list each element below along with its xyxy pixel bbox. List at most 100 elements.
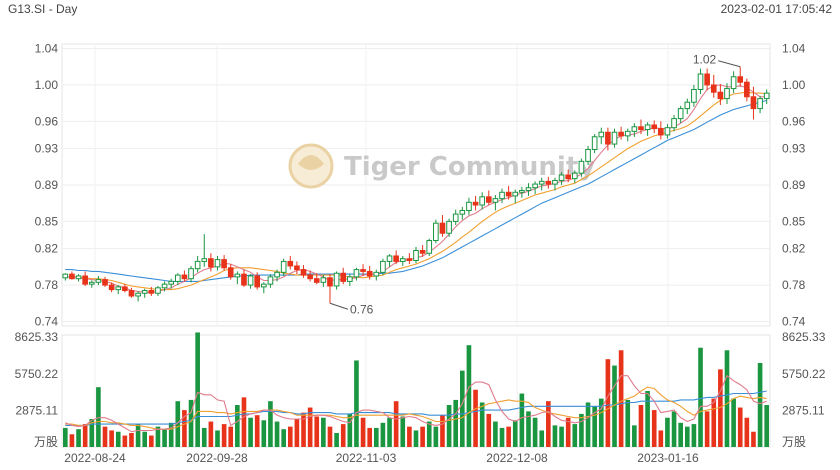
price-tick-left: 0.82 xyxy=(35,242,59,256)
volume-bar xyxy=(539,430,545,447)
candle-body xyxy=(241,273,247,286)
volume-bar xyxy=(400,416,406,447)
volume-bar xyxy=(334,433,339,447)
volume-bar xyxy=(62,427,68,447)
volume-bar xyxy=(612,365,617,447)
volume-bar xyxy=(115,431,121,447)
volume-tick-left: 2875.11 xyxy=(16,403,59,417)
candle-body xyxy=(697,73,704,90)
volume-bar xyxy=(420,426,425,447)
volume-bar xyxy=(235,405,240,447)
volume-bar xyxy=(162,429,167,447)
candle-body xyxy=(744,81,750,98)
candle-body xyxy=(466,201,472,211)
candle-body xyxy=(108,284,115,291)
candle-body xyxy=(313,278,320,283)
timestamp-label: 2023-02-01 17:05:42 xyxy=(720,2,832,16)
candle-body xyxy=(532,183,538,189)
volume-bar xyxy=(393,401,399,447)
volume-bar xyxy=(89,419,95,447)
candlestick xyxy=(485,190,492,206)
candle-body xyxy=(280,260,287,273)
volume-bar xyxy=(546,401,551,447)
candlestick xyxy=(763,89,770,105)
volume-bar xyxy=(479,402,485,447)
volume-bar xyxy=(268,401,273,447)
candlestick xyxy=(347,274,353,286)
volume-bar xyxy=(373,427,379,447)
candle-body xyxy=(287,260,294,267)
candle-body xyxy=(373,271,380,277)
candle-body xyxy=(260,283,267,288)
volume-bar xyxy=(307,407,313,447)
candlestick xyxy=(380,258,386,276)
volume-bars xyxy=(62,332,770,447)
volume-bar xyxy=(744,417,750,447)
price-tick-left: 0.89 xyxy=(35,178,59,192)
volume-bar xyxy=(446,405,452,447)
candle-body xyxy=(188,268,194,280)
candle-body xyxy=(181,274,188,280)
candle-body xyxy=(631,126,638,132)
candlestick xyxy=(340,267,347,285)
candle-body xyxy=(624,130,631,137)
volume-bar xyxy=(618,350,624,447)
candlestick xyxy=(413,246,419,264)
price-tick-left: 0.93 xyxy=(35,142,59,156)
candlestick xyxy=(737,66,744,87)
volume-bar xyxy=(605,359,611,447)
candlestick xyxy=(525,183,532,196)
candlestick xyxy=(406,253,413,265)
candle-body xyxy=(578,160,585,174)
candle-body xyxy=(88,281,95,285)
candlestick xyxy=(446,218,452,237)
volume-ma5-line xyxy=(65,374,767,433)
volume-bar xyxy=(195,332,200,447)
volume-bar xyxy=(175,401,181,447)
volume-tick-right: 8625.33 xyxy=(782,330,826,344)
volume-bar xyxy=(565,417,571,447)
price-tick-right: 1.00 xyxy=(782,78,806,92)
candle-body xyxy=(208,258,214,268)
volume-bar xyxy=(188,399,194,447)
candlestick xyxy=(598,127,605,145)
candle-body xyxy=(519,189,525,193)
volume-bar xyxy=(281,429,286,447)
tiger-community-watermark: Tiger Community xyxy=(288,143,595,189)
volume-bar xyxy=(360,417,366,447)
volume-bar xyxy=(76,429,81,447)
candlestick xyxy=(697,68,704,95)
candle-body xyxy=(168,280,174,285)
candle-body xyxy=(512,191,519,197)
candlestick xyxy=(651,120,658,134)
candle-body xyxy=(558,174,565,181)
candlestick xyxy=(704,68,710,91)
candle-body xyxy=(598,131,605,138)
candlestick xyxy=(538,177,545,191)
candle-body xyxy=(552,179,558,185)
candle-body xyxy=(115,286,122,291)
candlestick xyxy=(644,122,651,136)
candlestick xyxy=(168,278,174,289)
ma20-line xyxy=(65,99,767,282)
volume-bar xyxy=(426,421,432,447)
candlestick xyxy=(393,250,399,265)
candle-body xyxy=(419,249,426,254)
candlestick xyxy=(532,181,538,195)
volume-bar xyxy=(274,421,280,447)
candlestick xyxy=(287,255,294,270)
candle-body xyxy=(426,239,433,254)
candlestick xyxy=(671,114,677,132)
volume-bar xyxy=(493,421,498,447)
volume-bar xyxy=(301,412,306,447)
candle-body xyxy=(82,275,88,285)
candlestick xyxy=(108,282,115,293)
candlestick xyxy=(452,209,459,226)
volume-bar xyxy=(82,424,88,447)
candle-body xyxy=(591,136,598,151)
candlestick xyxy=(82,271,88,286)
price-tick-left: 0.74 xyxy=(35,314,59,328)
candle-body xyxy=(294,265,300,271)
candlestick xyxy=(122,284,128,293)
